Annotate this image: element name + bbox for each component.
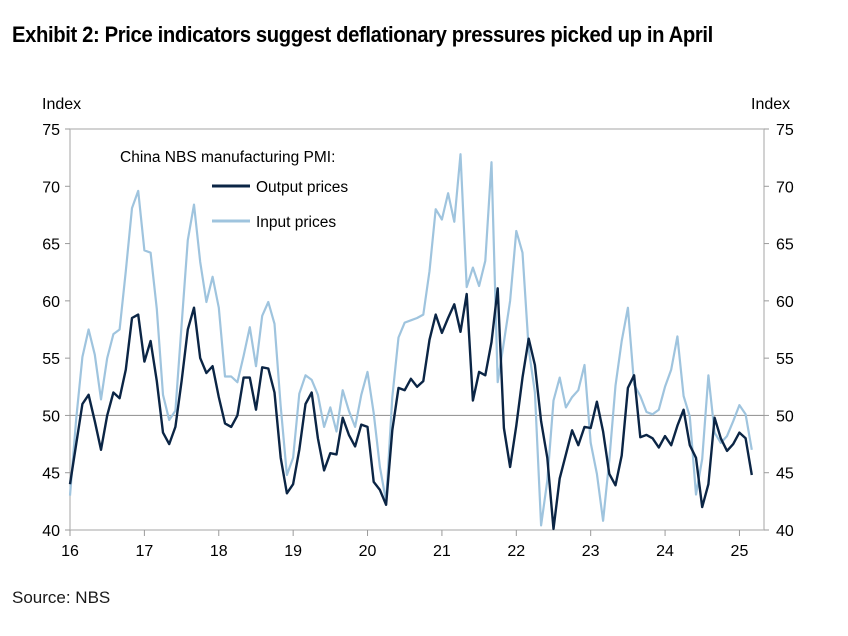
legend: China NBS manufacturing PMI: Output pric… (120, 149, 348, 231)
right-tick-label: 75 (776, 122, 794, 139)
legend-label-output-prices: Output prices (256, 179, 348, 196)
left-tick-label: 45 (42, 466, 60, 483)
left-tick-label: 60 (42, 294, 60, 311)
series-line-input-prices (68, 153, 753, 527)
x-tick-label: 18 (210, 543, 228, 560)
right-tick-label: 50 (776, 408, 794, 425)
x-tick-label: 16 (61, 543, 79, 560)
x-tick-label: 25 (731, 543, 749, 560)
left-tick-label: 70 (42, 179, 60, 196)
x-tick-label: 22 (507, 543, 525, 560)
legend-label-input-prices: Input prices (256, 214, 336, 231)
right-tick-label: 45 (776, 466, 794, 483)
right-tick-label: 65 (776, 237, 794, 254)
right-tick-label: 55 (776, 351, 794, 368)
right-axis-title: Index (751, 96, 791, 113)
left-axis-title: Index (42, 96, 82, 113)
right-tick-label: 70 (776, 179, 794, 196)
left-tick-label: 50 (42, 408, 60, 425)
plot-area (69, 128, 765, 531)
x-tick-label: 17 (135, 543, 153, 560)
x-tick-label: 24 (656, 543, 674, 560)
series-line-output-prices (68, 287, 753, 531)
left-tick-label: 75 (42, 122, 60, 139)
left-tick-label: 65 (42, 237, 60, 254)
chart-title: Exhibit 2: Price indicators suggest defl… (12, 22, 713, 47)
x-tick-label: 19 (284, 543, 302, 560)
x-tick-label: 21 (433, 543, 451, 560)
x-tick-label: 20 (359, 543, 377, 560)
left-tick-label: 55 (42, 351, 60, 368)
legend-title: China NBS manufacturing PMI: (120, 149, 335, 166)
source-note: Source: NBS (12, 588, 111, 607)
right-tick-label: 60 (776, 294, 794, 311)
right-tick-label: 40 (776, 523, 794, 540)
left-tick-label: 40 (42, 523, 60, 540)
x-tick-label: 23 (582, 543, 600, 560)
